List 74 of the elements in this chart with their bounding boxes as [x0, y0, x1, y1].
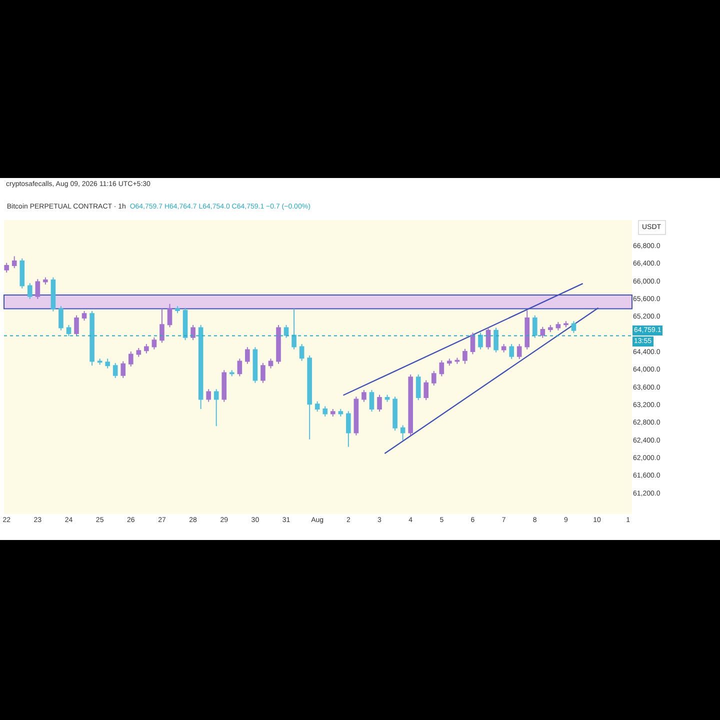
candlestick — [524, 310, 530, 350]
candlestick — [494, 327, 498, 353]
candlestick — [314, 400, 320, 412]
candlestick — [392, 396, 398, 432]
candlestick — [424, 380, 429, 401]
candlestick — [362, 389, 366, 402]
candlestick — [478, 332, 483, 350]
candlestick — [268, 358, 274, 369]
candlestick — [276, 324, 281, 364]
candlestick — [338, 408, 344, 417]
candlestick — [214, 388, 219, 427]
candlestick — [20, 258, 25, 289]
candlestick — [27, 282, 32, 300]
candlestick — [90, 310, 94, 366]
candlestick — [136, 348, 142, 358]
candlestick — [354, 396, 359, 436]
candlestick — [571, 320, 576, 334]
candlestick — [540, 326, 546, 338]
candlestick — [322, 406, 328, 417]
candlestick — [307, 355, 312, 440]
candlestick — [167, 303, 172, 328]
candlestick — [198, 324, 204, 410]
candlestick — [369, 389, 374, 412]
candlestick — [439, 360, 444, 377]
candlestick — [408, 374, 413, 436]
candlestick — [486, 327, 491, 350]
candlestick — [50, 276, 56, 312]
candlestick — [112, 362, 118, 379]
candlestick — [252, 346, 258, 384]
candlestick — [516, 344, 522, 360]
candlestick — [237, 358, 242, 377]
candlestick — [377, 394, 382, 412]
candlestick — [4, 262, 9, 274]
candlestick — [12, 256, 17, 269]
candlestick — [470, 332, 476, 355]
candlestick — [82, 310, 87, 322]
candlestick — [532, 314, 538, 338]
candlestick — [160, 308, 164, 344]
candlestick — [182, 307, 188, 341]
candlestick — [105, 358, 110, 369]
candlestick — [346, 410, 351, 448]
candlestick — [564, 320, 568, 328]
candlestick — [35, 278, 40, 300]
candlestick — [400, 424, 406, 441]
candlestick — [509, 344, 514, 360]
candlestick — [43, 276, 48, 285]
candlestick — [260, 362, 266, 384]
candlestick — [175, 306, 180, 314]
candlestick — [284, 324, 289, 338]
candlestick — [501, 344, 506, 353]
candlestick — [416, 374, 421, 401]
candlestick — [299, 344, 304, 362]
candlestick — [548, 324, 553, 333]
candlestick — [431, 370, 436, 386]
candlestick — [120, 360, 126, 379]
candlestick — [190, 324, 196, 341]
candlestick — [245, 346, 250, 364]
candlestick — [206, 388, 211, 402]
candlestick — [128, 351, 134, 368]
candlestick — [384, 394, 390, 402]
candlestick — [58, 306, 64, 331]
candlestick — [447, 358, 452, 366]
candlestick — [292, 308, 296, 350]
candlestick — [556, 321, 561, 331]
candlestick — [229, 370, 234, 377]
candlestick — [97, 358, 102, 366]
candlestick — [66, 324, 72, 337]
candlestick — [222, 370, 227, 402]
candlestick — [144, 344, 149, 354]
candlestick — [462, 348, 468, 364]
candlestick — [152, 336, 157, 350]
candlestick — [454, 357, 460, 364]
candlestick — [74, 314, 79, 337]
candlestick — [330, 408, 336, 417]
